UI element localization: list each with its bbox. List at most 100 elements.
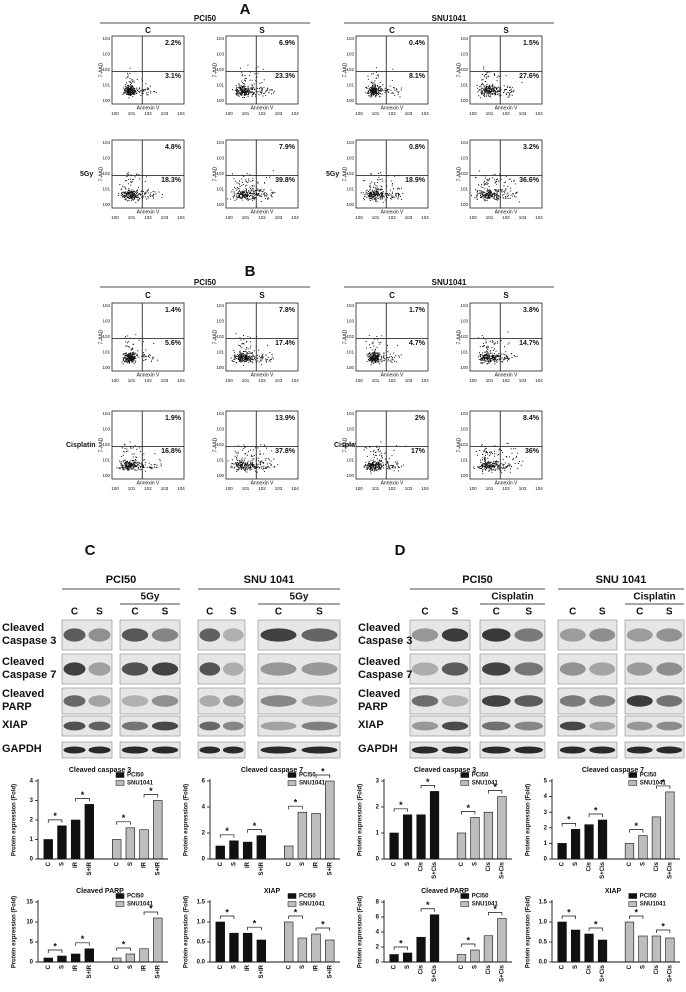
event-dot [131,200,132,201]
x-tick-label: 101 [242,111,250,116]
event-dot [245,464,246,465]
event-dot [126,449,127,450]
event-dot [271,465,272,466]
event-dot [146,359,147,360]
event-dot [264,196,265,197]
event-dot [150,93,151,94]
group-name: SNU 1041 [244,574,295,586]
event-dot [371,359,372,360]
event-dot [485,462,486,463]
event-dot [153,343,154,344]
event-dot [370,466,371,467]
event-dot [273,358,274,359]
event-dot [250,195,251,196]
event-dot [380,82,381,83]
event-dot [260,453,261,454]
event-dot [365,466,366,467]
event-dot [243,86,244,87]
event-dot [484,192,485,193]
event-dot [505,468,506,469]
event-dot [264,193,265,194]
event-dot [393,196,394,197]
event-dot [392,192,393,193]
x-tick-label: 102 [144,486,152,491]
bar [298,938,307,962]
event-dot [372,86,373,87]
event-dot [234,191,235,192]
y-tick-label: 2 [544,825,548,831]
bar [430,915,439,962]
quadrant-lower-right: 17.4% [275,340,296,347]
event-dot [123,197,124,198]
event-dot [379,451,380,452]
event-dot [237,197,238,198]
event-dot [130,84,131,85]
event-dot [371,353,372,354]
event-dot [392,455,393,456]
event-dot [260,92,261,93]
event-dot [496,355,497,356]
event-dot [263,466,264,467]
event-dot [267,194,268,195]
event-dot [505,351,506,352]
event-dot [150,467,151,468]
event-dot [491,196,492,197]
column-label: C [389,291,395,300]
event-dot [138,467,139,468]
event-dot [511,466,512,467]
event-dot [484,89,485,90]
quadrant-lower-right: 16.8% [161,448,182,455]
blot-band [656,746,682,753]
event-dot [245,453,246,454]
event-dot [259,356,260,357]
event-dot [481,360,482,361]
event-dot [260,444,261,445]
y-tick-label: 101 [102,350,110,355]
event-dot [157,360,158,361]
event-dot [241,91,242,92]
x-tick-label: 102 [502,215,510,220]
event-dot [248,190,249,191]
bar [484,936,493,962]
event-dot [250,450,251,451]
event-dot [131,356,132,357]
event-dot [494,198,495,199]
event-dot [378,75,379,76]
event-dot [239,90,240,91]
x-tick-label: C [286,861,292,866]
group-name: PCI50 [106,574,137,586]
event-dot [127,192,128,193]
event-dot [374,84,375,85]
event-dot [137,354,138,355]
event-dot [387,463,388,464]
bar [457,955,466,963]
event-dot [492,94,493,95]
event-dot [136,88,137,89]
event-dot [233,361,234,362]
x-tick-label: IR [73,964,79,971]
event-dot [488,190,489,191]
event-dot [389,193,390,194]
event-dot [377,75,378,76]
event-dot [505,198,506,199]
event-dot [251,353,252,354]
event-dot [381,465,382,466]
event-dot [260,196,261,197]
event-dot [482,457,483,458]
event-dot [373,465,374,466]
event-dot [237,354,238,355]
event-dot [263,468,264,469]
y-axis-label: 7-AAD [342,329,348,344]
event-dot [140,194,141,195]
event-dot [488,89,489,90]
event-dot [126,90,127,91]
blot-band [514,662,543,675]
event-dot [476,195,477,196]
event-dot [243,365,244,366]
event-dot [374,87,375,88]
event-dot [511,181,512,182]
event-dot [492,340,493,341]
x-tick-label: 102 [258,378,266,383]
x-tick-label: Cis [486,964,492,974]
event-dot [250,467,251,468]
